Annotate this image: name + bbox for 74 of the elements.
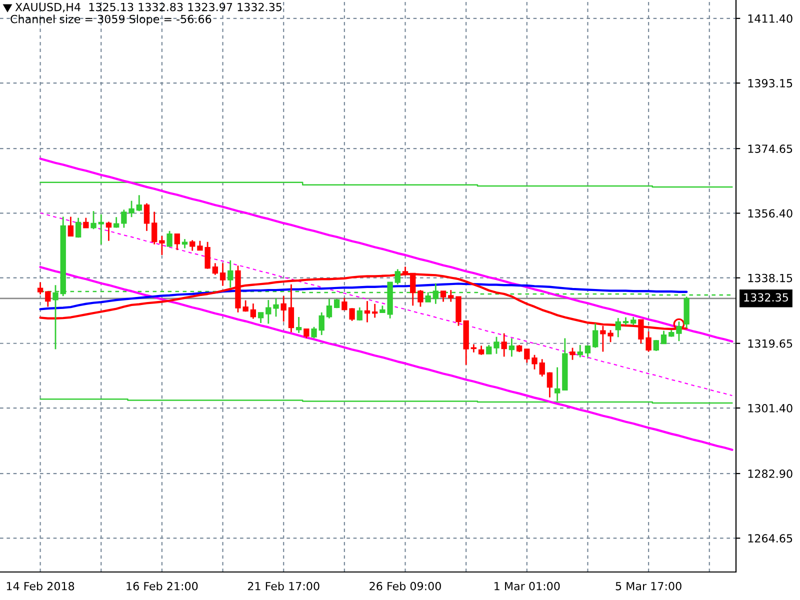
candlestick <box>304 328 310 339</box>
x-tick-label: 14 Feb 2018 <box>6 582 74 590</box>
candlestick <box>106 221 112 242</box>
line-series <box>39 266 734 451</box>
candlestick <box>152 211 158 246</box>
candlestick <box>364 300 370 323</box>
text: Channel size = 3059 Slope = -56.66 <box>10 14 212 26</box>
x-tick-label: 1 Mar 01:00 <box>494 582 560 590</box>
candlestick <box>592 322 598 348</box>
candlestick <box>584 345 591 358</box>
candlestick <box>83 217 89 228</box>
candlestick <box>273 298 279 318</box>
ref-line-label: 1332.35 <box>744 293 788 302</box>
candlestick <box>45 290 51 308</box>
candlestick <box>570 347 576 361</box>
y-tick-label: 1338.15 <box>748 274 792 282</box>
candlestick <box>174 233 180 251</box>
candlestick <box>660 330 667 344</box>
y-tick-label: 1356.40 <box>748 209 792 218</box>
candlestick <box>653 339 659 352</box>
candlestick <box>220 262 226 287</box>
candlestick <box>159 235 165 256</box>
candlestick <box>418 289 424 308</box>
candlestick <box>182 238 188 249</box>
candlestick <box>136 194 142 212</box>
candlestick <box>90 210 96 230</box>
y-tick-label: 1411.40 <box>748 14 792 23</box>
candlestick <box>440 290 446 302</box>
candlestick <box>356 306 362 322</box>
candlestick <box>37 282 44 296</box>
line-series <box>40 212 733 396</box>
candlestick <box>166 230 172 248</box>
line-series <box>39 158 734 343</box>
candlestick <box>212 262 218 276</box>
x-tick-label: 16 Feb 21:00 <box>126 582 198 590</box>
x-tick-label: 26 Feb 09:00 <box>370 582 441 590</box>
y-tick-label: 1319.65 <box>748 339 792 348</box>
candlestick <box>296 316 302 334</box>
candlestick <box>311 326 317 339</box>
y-tick-label: 1301.40 <box>748 404 792 412</box>
candlestick <box>98 214 104 246</box>
candlestick <box>676 320 682 342</box>
candlestick <box>524 348 530 364</box>
candlestick <box>501 332 507 358</box>
candlestick <box>280 295 286 322</box>
candlestick <box>68 216 74 237</box>
candlestick <box>372 303 378 318</box>
candlestick <box>326 298 332 320</box>
candlestick <box>615 317 621 338</box>
candlestick <box>250 302 256 320</box>
candlestick <box>144 202 150 232</box>
chart-title: XAUUSD,H4 1325.13 1332.83 1323.97 1332.35 <box>15 2 282 12</box>
x-tick-label: 5 Mar 17:00 <box>616 582 682 590</box>
y-tick-label: 1282.90 <box>748 470 792 478</box>
candlestick <box>288 284 294 333</box>
candlestick <box>318 312 324 336</box>
candlestick <box>539 358 545 378</box>
candlestick <box>546 372 553 398</box>
candlestick <box>532 354 538 370</box>
y-tick-label: 1393.15 <box>748 79 792 88</box>
candlestick <box>478 344 484 356</box>
y-tick-label: 1264.65 <box>748 534 792 543</box>
candlestick <box>577 344 583 358</box>
x-tick-label: 21 Feb 17:00 <box>248 582 320 590</box>
candlestick <box>448 289 454 302</box>
candlestick <box>494 336 500 355</box>
candlestick <box>190 239 196 252</box>
candlestick <box>394 268 400 286</box>
candlestick <box>266 299 272 324</box>
candlestick <box>228 260 234 288</box>
candlestick <box>258 312 264 324</box>
candlestick <box>75 217 82 238</box>
candlestick <box>508 338 515 358</box>
y-tick-label: 1374.65 <box>748 144 792 153</box>
